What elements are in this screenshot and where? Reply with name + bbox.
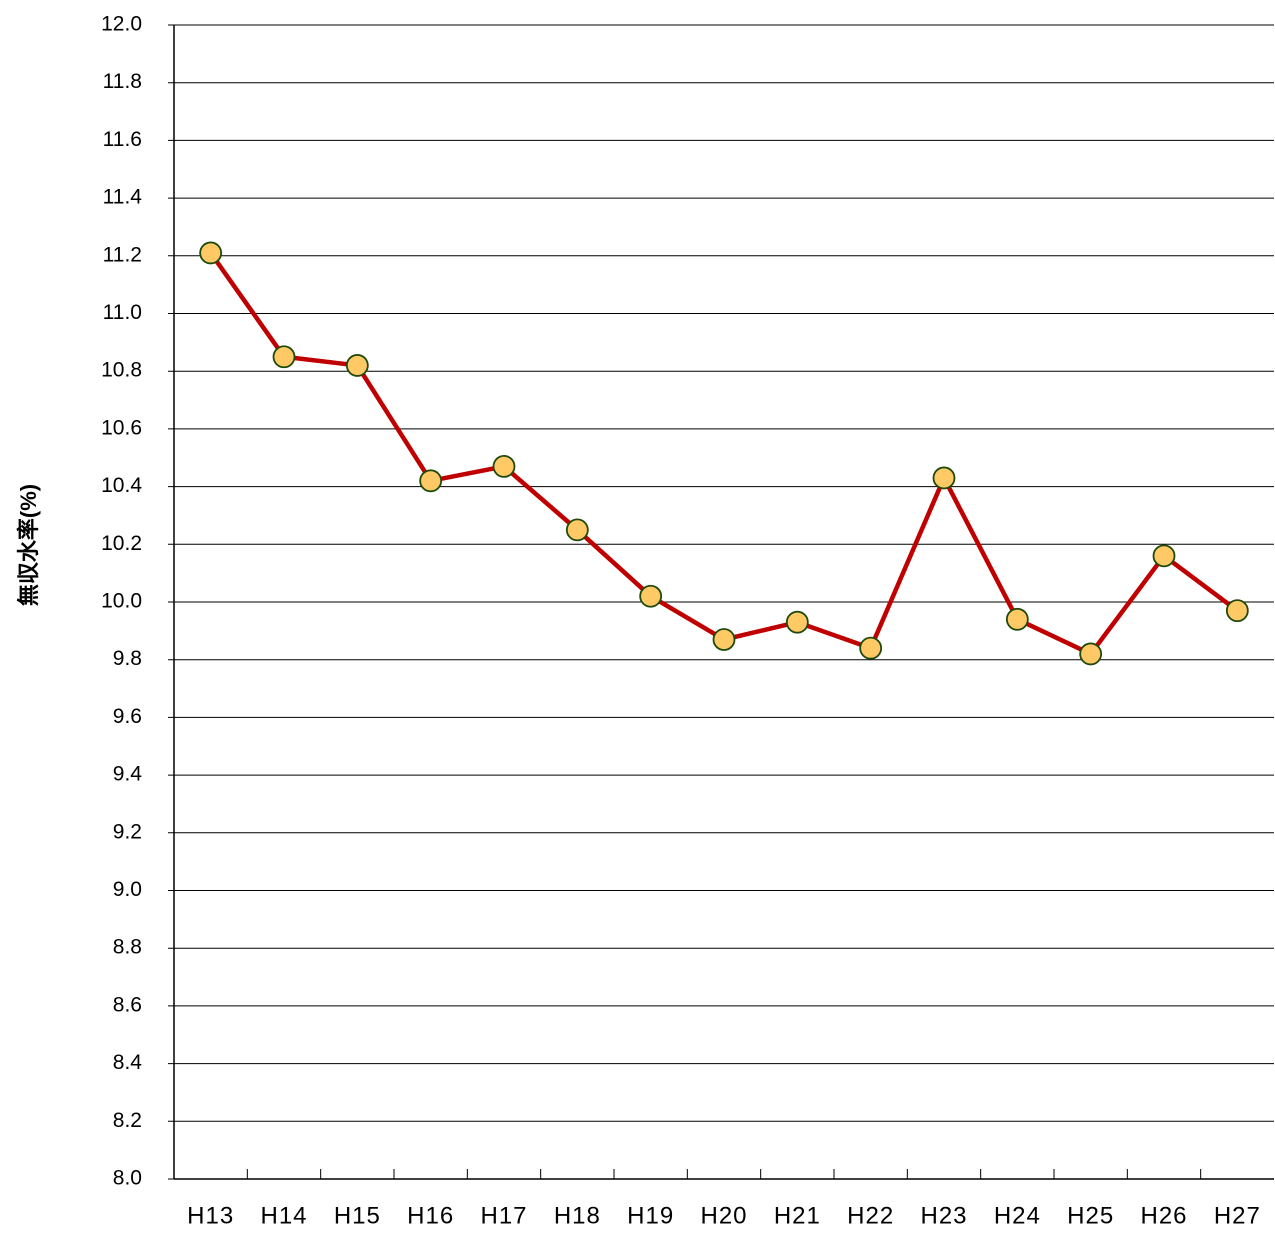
y-tick-label: 10.0 <box>101 590 142 613</box>
x-tick-label: H21 <box>774 1202 821 1229</box>
y-tick-label: 9.8 <box>113 647 142 670</box>
y-tick-label: 8.6 <box>113 993 142 1016</box>
point-marker <box>1225 599 1249 623</box>
point-marker <box>419 469 443 493</box>
x-tick-label: H27 <box>1214 1202 1261 1229</box>
y-tick-label: 9.0 <box>113 878 142 901</box>
y-tick-label: 9.4 <box>113 763 143 786</box>
point-marker <box>859 636 883 660</box>
x-tick-label: H15 <box>334 1202 381 1229</box>
point-marker <box>1005 607 1029 631</box>
y-tick-label: 11.4 <box>103 186 143 209</box>
point-marker <box>565 518 589 542</box>
point-marker <box>639 584 663 608</box>
point-marker <box>345 354 369 377</box>
y-tick-label: 9.6 <box>113 705 142 728</box>
y-tick-label: 8.8 <box>113 936 142 959</box>
y-tick-label: 12.0 <box>101 13 142 36</box>
point-marker <box>272 345 296 369</box>
x-tick-label: H23 <box>920 1202 967 1229</box>
y-tick-label: 11.6 <box>103 128 142 151</box>
point-marker <box>1079 642 1103 666</box>
y-tick-label: 9.2 <box>113 820 142 843</box>
x-tick-label: H20 <box>700 1202 747 1229</box>
x-tick-label: H25 <box>1067 1202 1114 1229</box>
y-tick-label: 11.8 <box>103 70 142 93</box>
point-marker <box>712 628 736 651</box>
x-tick-label: H16 <box>407 1202 454 1229</box>
point-marker <box>492 455 516 478</box>
x-tick-label: H13 <box>187 1202 234 1229</box>
point-marker <box>785 610 809 634</box>
x-tick-label: H19 <box>627 1202 674 1229</box>
x-tick-label: H14 <box>260 1202 307 1229</box>
y-tick-label: 10.6 <box>101 416 142 439</box>
y-tick-label: 8.0 <box>113 1167 142 1190</box>
y-tick-label: 11.2 <box>103 243 142 266</box>
y-tick-label: 11.0 <box>103 301 142 324</box>
x-tick-label: H17 <box>480 1202 527 1229</box>
x-tick-label: H26 <box>1140 1202 1187 1229</box>
y-tick-label: 10.8 <box>101 359 142 382</box>
point-marker <box>1152 544 1176 568</box>
y-tick-label: 10.4 <box>101 474 142 497</box>
y-tick-label: 10.2 <box>101 532 142 555</box>
y-tick-label: 8.2 <box>113 1109 142 1132</box>
x-tick-label: H24 <box>994 1202 1041 1229</box>
point-marker <box>932 466 956 490</box>
x-tick-label: H18 <box>554 1202 601 1229</box>
y-tick-label: 8.4 <box>113 1051 143 1074</box>
point-marker <box>199 241 223 265</box>
x-tick-label: H22 <box>847 1202 894 1229</box>
y-axis-label: 無収水率(%) <box>16 484 41 606</box>
